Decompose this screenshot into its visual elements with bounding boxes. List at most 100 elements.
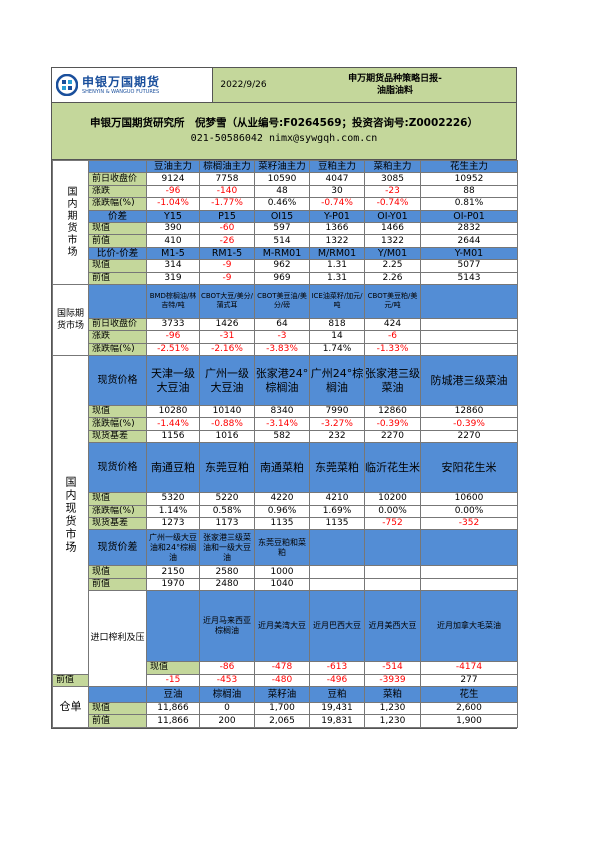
value-cell: 0.96% [254,504,310,519]
value-cell: 10952 [420,172,518,186]
ratio-label: 比价-价差 [88,246,147,261]
value-cell: -1.44% [146,417,200,431]
spot-column-header: 南通菜粕 [254,442,310,494]
spot-column-header: 临沂花生米 [364,442,421,494]
spot-diff-header [309,529,365,567]
table-row: 涨跌 -96 -140 48 30 -23 88 [53,184,518,199]
ratio-header: M/RM01 [309,246,365,261]
row-label: 现值 [88,405,147,419]
contact-line: 021-50586042 nimx@sywgqh.com.cn [190,133,378,144]
value-cell: 10590 [254,172,310,186]
warehouse-column-header: 菜籽油 [254,685,310,703]
value-cell: -3.14% [254,417,310,431]
row-label: 涨跌幅(%) [88,342,147,357]
spread-header: OI-P01 [420,209,518,223]
column-header: 豆油主力 [146,159,200,174]
value-cell: 1273 [146,517,200,531]
report-title-box: 申万期货品种策略日报- 油脂油料 [274,68,516,102]
value-cell [420,330,518,344]
value-cell: -86 [199,661,255,675]
value-cell: -9 [199,259,255,273]
value-cell: 19,831 [309,714,365,728]
logo-cn: 申银万国期货 [82,74,161,89]
value-cell: -496 [309,673,365,688]
value-cell: 1,230 [364,701,421,716]
value-cell: 410 [146,234,200,248]
spot-column-header: 张家港三级菜油 [364,355,421,407]
row-label: 现值 [146,661,200,675]
value-cell: -6 [364,330,421,344]
spot-column-header: 安阳花生米 [420,442,518,494]
margin-column-header: 近月巴西大豆 [309,590,365,663]
value-cell: -96 [146,330,200,344]
value-cell: 5077 [420,259,518,273]
value-cell [364,565,421,579]
value-cell: 10600 [420,492,518,506]
column-header: CBOT美豆粕/美元/吨 [364,283,421,319]
table-row: 现货价格 南通豆粕 东莞豆粕 南通菜粕 东莞菜粕 临沂花生米 安阳花生米 [53,442,518,494]
value-cell: 1,700 [254,701,310,716]
value-cell: -0.88% [199,417,255,431]
value-cell: -15 [146,673,200,688]
spot-column-header: 东莞菜粕 [309,442,365,494]
value-cell: -613 [309,661,365,675]
value-cell: -453 [199,673,255,688]
margin-column-header: 近月美西大豆 [364,590,421,663]
spot-price-label: 现货价格 [88,442,147,494]
spot-column-header: 南通豆粕 [146,442,200,494]
logo-en: SHENYIN & WANGUO FUTURES [82,88,160,95]
spot-diff-label: 现货价差 [88,529,147,567]
value-cell: 2150 [146,565,200,579]
value-cell: 12860 [364,405,421,419]
warehouse-column-header: 豆油 [146,685,200,703]
value-cell [309,577,365,592]
value-cell: 3733 [146,317,200,332]
value-cell: 232 [309,429,365,444]
value-cell: 0 [199,701,255,716]
value-cell: -4174 [420,661,518,675]
value-cell: 5220 [199,492,255,506]
value-cell: 1322 [364,234,421,248]
spot-price-label: 现货价格 [88,355,147,407]
author-info: 申银万国期货研究所 倪梦雪（从业编号:F0264569；投资咨询号:Z00022… [52,103,516,160]
table-row: 国内期货市场 豆油主力 棕榈油主力 菜籽油主力 豆粕主力 菜粕主力 花生主力 [52,159,518,285]
value-cell: -514 [364,661,421,675]
row-label: 现值 [88,221,147,236]
ratio-header: M1-5 [146,246,200,261]
value-cell: 2644 [420,234,518,248]
spread-header: OI15 [254,209,310,223]
column-header: 花生主力 [420,159,518,174]
value-cell [420,565,518,579]
ratio-header: Y-M01 [420,246,518,261]
row-label: 前值 [88,271,147,285]
table-row: 涨跌幅(%) -1.44% -0.88% -3.14% -3.27% -0.39% -0.3… [53,417,518,431]
row-label: 涨跌幅(%) [88,197,147,211]
section-spot: 国内现货市场 [52,355,89,675]
value-cell: 1970 [146,577,200,592]
value-cell: -140 [199,184,255,199]
value-cell: 2,600 [420,701,518,716]
spread-header: Y15 [146,209,200,223]
column-header: CBOT美豆油/美分/磅 [254,283,310,319]
value-cell: 1.69% [309,504,365,519]
value-cell: 962 [254,259,310,273]
value-cell: -26 [199,234,255,248]
row-label: 前值 [88,714,147,728]
table-row: 仓单 豆油 棕榈油 菜籽油 豆粕 菜粕 花生 [52,685,518,728]
value-cell: 597 [254,221,310,236]
value-cell: -1.04% [146,197,200,211]
table-row: 进口榨利及压 近月马来西亚棕榈油 近月美湾大豆 近月巴西大豆 近月美西大豆 近月加拿大毛菜… [53,590,518,687]
warehouse-column-header: 棕榈油 [199,685,255,703]
table-row: 涨跌幅(%) 1.14% 0.58% 0.96% 1.69% 0.00% 0.00% [53,504,518,519]
value-cell [420,317,518,332]
section-domestic-futures: 国内期货市场 [52,160,89,285]
value-cell: 10280 [146,405,200,419]
value-cell: 1135 [254,517,310,531]
row-label: 现值 [88,565,147,579]
value-cell [364,577,421,592]
spot-column-header: 东莞豆粕 [199,442,255,494]
table-row: 现值 11,866 0 1,700 19,431 1,230 2,600 [53,701,518,716]
spread-header: P15 [199,209,255,223]
value-cell [309,565,365,579]
value-cell: 0.81% [420,197,518,211]
